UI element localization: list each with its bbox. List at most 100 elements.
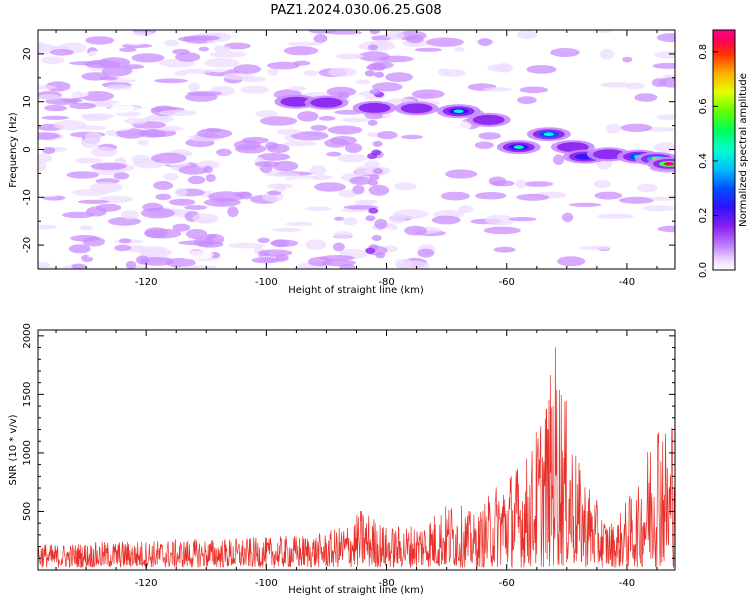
spectrum-blob <box>44 104 67 112</box>
spectrum-blob <box>241 136 269 144</box>
colorbar-gradient <box>712 29 736 271</box>
spectrum-blob <box>394 182 417 191</box>
spectrum-blob <box>314 182 346 192</box>
x-tick-label: -120 <box>135 277 158 288</box>
spectrum-blob <box>145 114 175 124</box>
spectrum-blob <box>483 226 521 235</box>
spectrum-blob <box>38 206 67 211</box>
y-tick-label: -10 <box>22 189 33 205</box>
spectrum-blob <box>402 165 421 173</box>
spectrum-blob <box>321 259 357 267</box>
spectrum-blob <box>365 261 386 269</box>
spectrum-blob <box>174 188 188 197</box>
spectrum-blob <box>151 152 187 164</box>
spectrum-blob <box>443 120 472 132</box>
spectrum-blob <box>371 235 382 241</box>
spectrum-blob <box>656 114 675 121</box>
spectrum-blob <box>38 66 55 71</box>
spectrum-blob <box>275 254 289 262</box>
spectrum-blob <box>38 160 47 171</box>
spectrum-blob <box>68 244 91 254</box>
spectrum-blob <box>541 38 559 47</box>
spectrum-blob <box>288 86 307 91</box>
spectrum-blob <box>272 227 302 232</box>
spectrum-blob <box>281 71 294 81</box>
spectrum-blob <box>222 221 247 228</box>
spectrum-blob <box>285 221 314 227</box>
colorbar-tick-label: 0.4 <box>698 153 709 169</box>
spectrum-blob <box>87 253 100 258</box>
spectrum-blob <box>597 213 634 219</box>
spectrum-blob <box>163 39 180 47</box>
ridge-core <box>598 151 619 158</box>
spectrum-blob <box>140 207 175 219</box>
spectrum-blob <box>313 34 328 43</box>
spectrum-blob <box>401 134 423 140</box>
spectrum-blob <box>364 70 375 77</box>
spectrum-blob <box>478 38 492 47</box>
spectrum-blob <box>495 63 513 73</box>
spectrum-blob <box>484 214 515 226</box>
spectrum-blob <box>121 43 153 49</box>
spectrum-blob <box>458 205 474 214</box>
spectrum-blob <box>255 110 278 118</box>
spectrum-blob <box>38 132 61 140</box>
spectrum-blob <box>338 189 357 198</box>
spectrum-blob <box>310 124 328 131</box>
spectrum-blob <box>651 78 667 88</box>
spectrum-blob <box>136 246 168 251</box>
spectrum-blob <box>287 41 323 46</box>
spectrum-blob <box>650 196 675 201</box>
spectrum-blob <box>304 206 332 211</box>
y-tick-label: -20 <box>22 237 33 253</box>
spectrum-blob <box>137 129 167 138</box>
spectrum-blob <box>365 247 376 254</box>
spectrum-blob <box>251 257 279 264</box>
spectrum-blob <box>265 141 279 150</box>
spectrum-blob <box>95 203 122 212</box>
spectrum-blob <box>562 212 574 223</box>
spectrum-blob <box>174 70 188 77</box>
x-tick-label: -40 <box>619 277 635 288</box>
spectrum-blob <box>656 33 675 43</box>
spectrum-blob <box>365 215 376 222</box>
spectrum-blob <box>283 140 318 147</box>
spectrum-blob <box>153 181 174 190</box>
spectrum-blob <box>49 252 82 258</box>
spectrum-blob <box>122 34 149 46</box>
spectrum-blob <box>196 128 233 139</box>
spectrum-blob <box>475 192 507 200</box>
spectrum-blob <box>179 250 214 260</box>
spectrum-blob <box>335 53 364 60</box>
x-tick-label: -60 <box>499 578 515 589</box>
spectrum-blob <box>98 57 131 68</box>
spectrum-blob <box>260 116 298 126</box>
spectrum-blob <box>426 37 464 47</box>
spectrum-blob <box>71 263 86 269</box>
spectrum-blob <box>159 109 198 117</box>
y-tick-label: 10 <box>22 95 33 108</box>
spectrum-blob <box>568 202 602 207</box>
spectrum-blob <box>209 51 247 58</box>
spectrum-blob <box>240 85 269 94</box>
spectrum-blob <box>652 62 675 69</box>
y-tick-label: 20 <box>22 48 33 61</box>
spectrum-blob <box>80 113 115 119</box>
spectrum-blob <box>374 71 385 78</box>
spectrum-blob <box>42 147 56 155</box>
spectrum-blob <box>197 241 224 248</box>
spectrum-blob <box>347 94 366 102</box>
spectrum-blob <box>333 242 345 252</box>
spectrum-blob <box>223 42 251 50</box>
spectrum-blob <box>405 159 441 164</box>
spectrum-blob <box>175 52 201 62</box>
spectrum-blob <box>516 193 550 201</box>
spectrum-blob <box>367 153 378 160</box>
spectrum-blob <box>519 86 548 94</box>
ridge-core <box>286 98 307 105</box>
spectrum-blob <box>386 30 405 40</box>
spectrum-blob <box>491 231 512 242</box>
spectrum-blob <box>349 176 372 185</box>
spectrum-blob <box>445 169 478 179</box>
spectrum-blob <box>354 239 372 246</box>
